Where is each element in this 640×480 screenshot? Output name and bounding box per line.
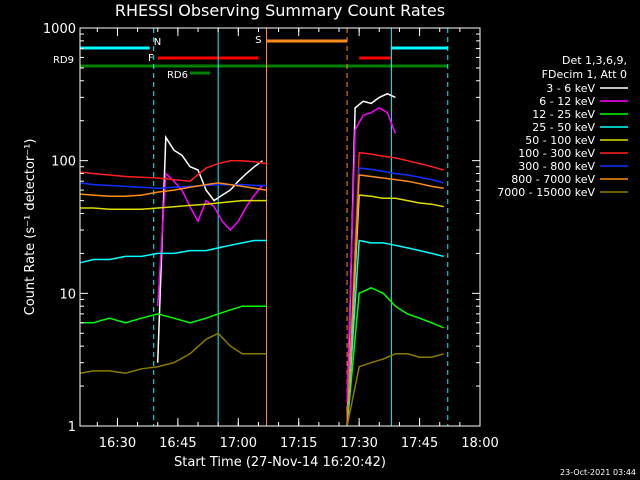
flag-bar-label: N <box>154 37 161 48</box>
legend-label: 800 - 7000 keV <box>511 173 595 186</box>
x-tick-label: 17:15 <box>280 436 317 451</box>
legend-header-1: Det 1,3,6,9, <box>562 54 627 67</box>
y-axis-label: Count Rate (s⁻¹ detector⁻¹) <box>23 139 38 316</box>
y-tick-label: 10 <box>59 287 76 302</box>
series-line <box>80 194 444 427</box>
y-tick-label: 1000 <box>43 22 76 37</box>
footer-date: 23-Oct-2021 03:44 <box>560 468 636 477</box>
series-line <box>79 239 444 427</box>
flag-bar-label: S <box>255 35 261 46</box>
y-axis-ticks: 1 10 100 1000 <box>43 22 480 435</box>
legend-label: 6 - 12 keV <box>539 95 595 108</box>
y-tick-label: 100 <box>51 155 76 170</box>
x-tick-label: 18:00 <box>461 436 498 451</box>
flag-bars: NF RD9 RD6 S <box>53 35 448 81</box>
legend: Det 1,3,6,9, FDecim 1, Att 0 3 - 6 keV6 … <box>497 54 628 199</box>
series-lines <box>79 92 444 427</box>
flag-bar-label: RD6 <box>167 70 188 81</box>
legend-label: 3 - 6 keV <box>546 82 595 95</box>
series-line <box>79 167 444 427</box>
legend-label: 25 - 50 keV <box>532 121 595 134</box>
x-tick-label: 17:30 <box>340 436 377 451</box>
flag-bar-label: RD9 <box>53 55 74 66</box>
chart-title: RHESSI Observing Summary Count Rates <box>115 1 445 20</box>
x-tick-label: 17:45 <box>401 436 438 451</box>
legend-label: 12 - 25 keV <box>532 108 595 121</box>
x-tick-label: 17:00 <box>220 436 257 451</box>
legend-label: 300 - 800 keV <box>518 160 595 173</box>
series-line <box>79 332 444 427</box>
x-tick-label: 16:30 <box>99 436 136 451</box>
x-axis-label: Start Time (27-Nov-14 16:20:42) <box>174 455 386 470</box>
series-line <box>79 174 444 427</box>
flag-bar-label: F <box>148 53 154 64</box>
legend-label: 100 - 300 keV <box>518 147 595 160</box>
series-line <box>156 92 396 427</box>
vertical-markers <box>153 28 449 426</box>
legend-label: 50 - 100 keV <box>525 134 595 147</box>
legend-header-2: FDecim 1, Att 0 <box>542 68 627 81</box>
legend-label: 7000 - 15000 keV <box>497 186 595 199</box>
x-axis-ticks: 16:30 16:45 17:00 17:15 17:30 17:45 18:00 <box>96 28 499 451</box>
x-tick-label: 16:45 <box>159 436 196 451</box>
series-line <box>80 286 444 427</box>
series-line <box>79 151 444 427</box>
y-tick-label: 1 <box>68 420 76 435</box>
plot-frame <box>79 27 481 427</box>
